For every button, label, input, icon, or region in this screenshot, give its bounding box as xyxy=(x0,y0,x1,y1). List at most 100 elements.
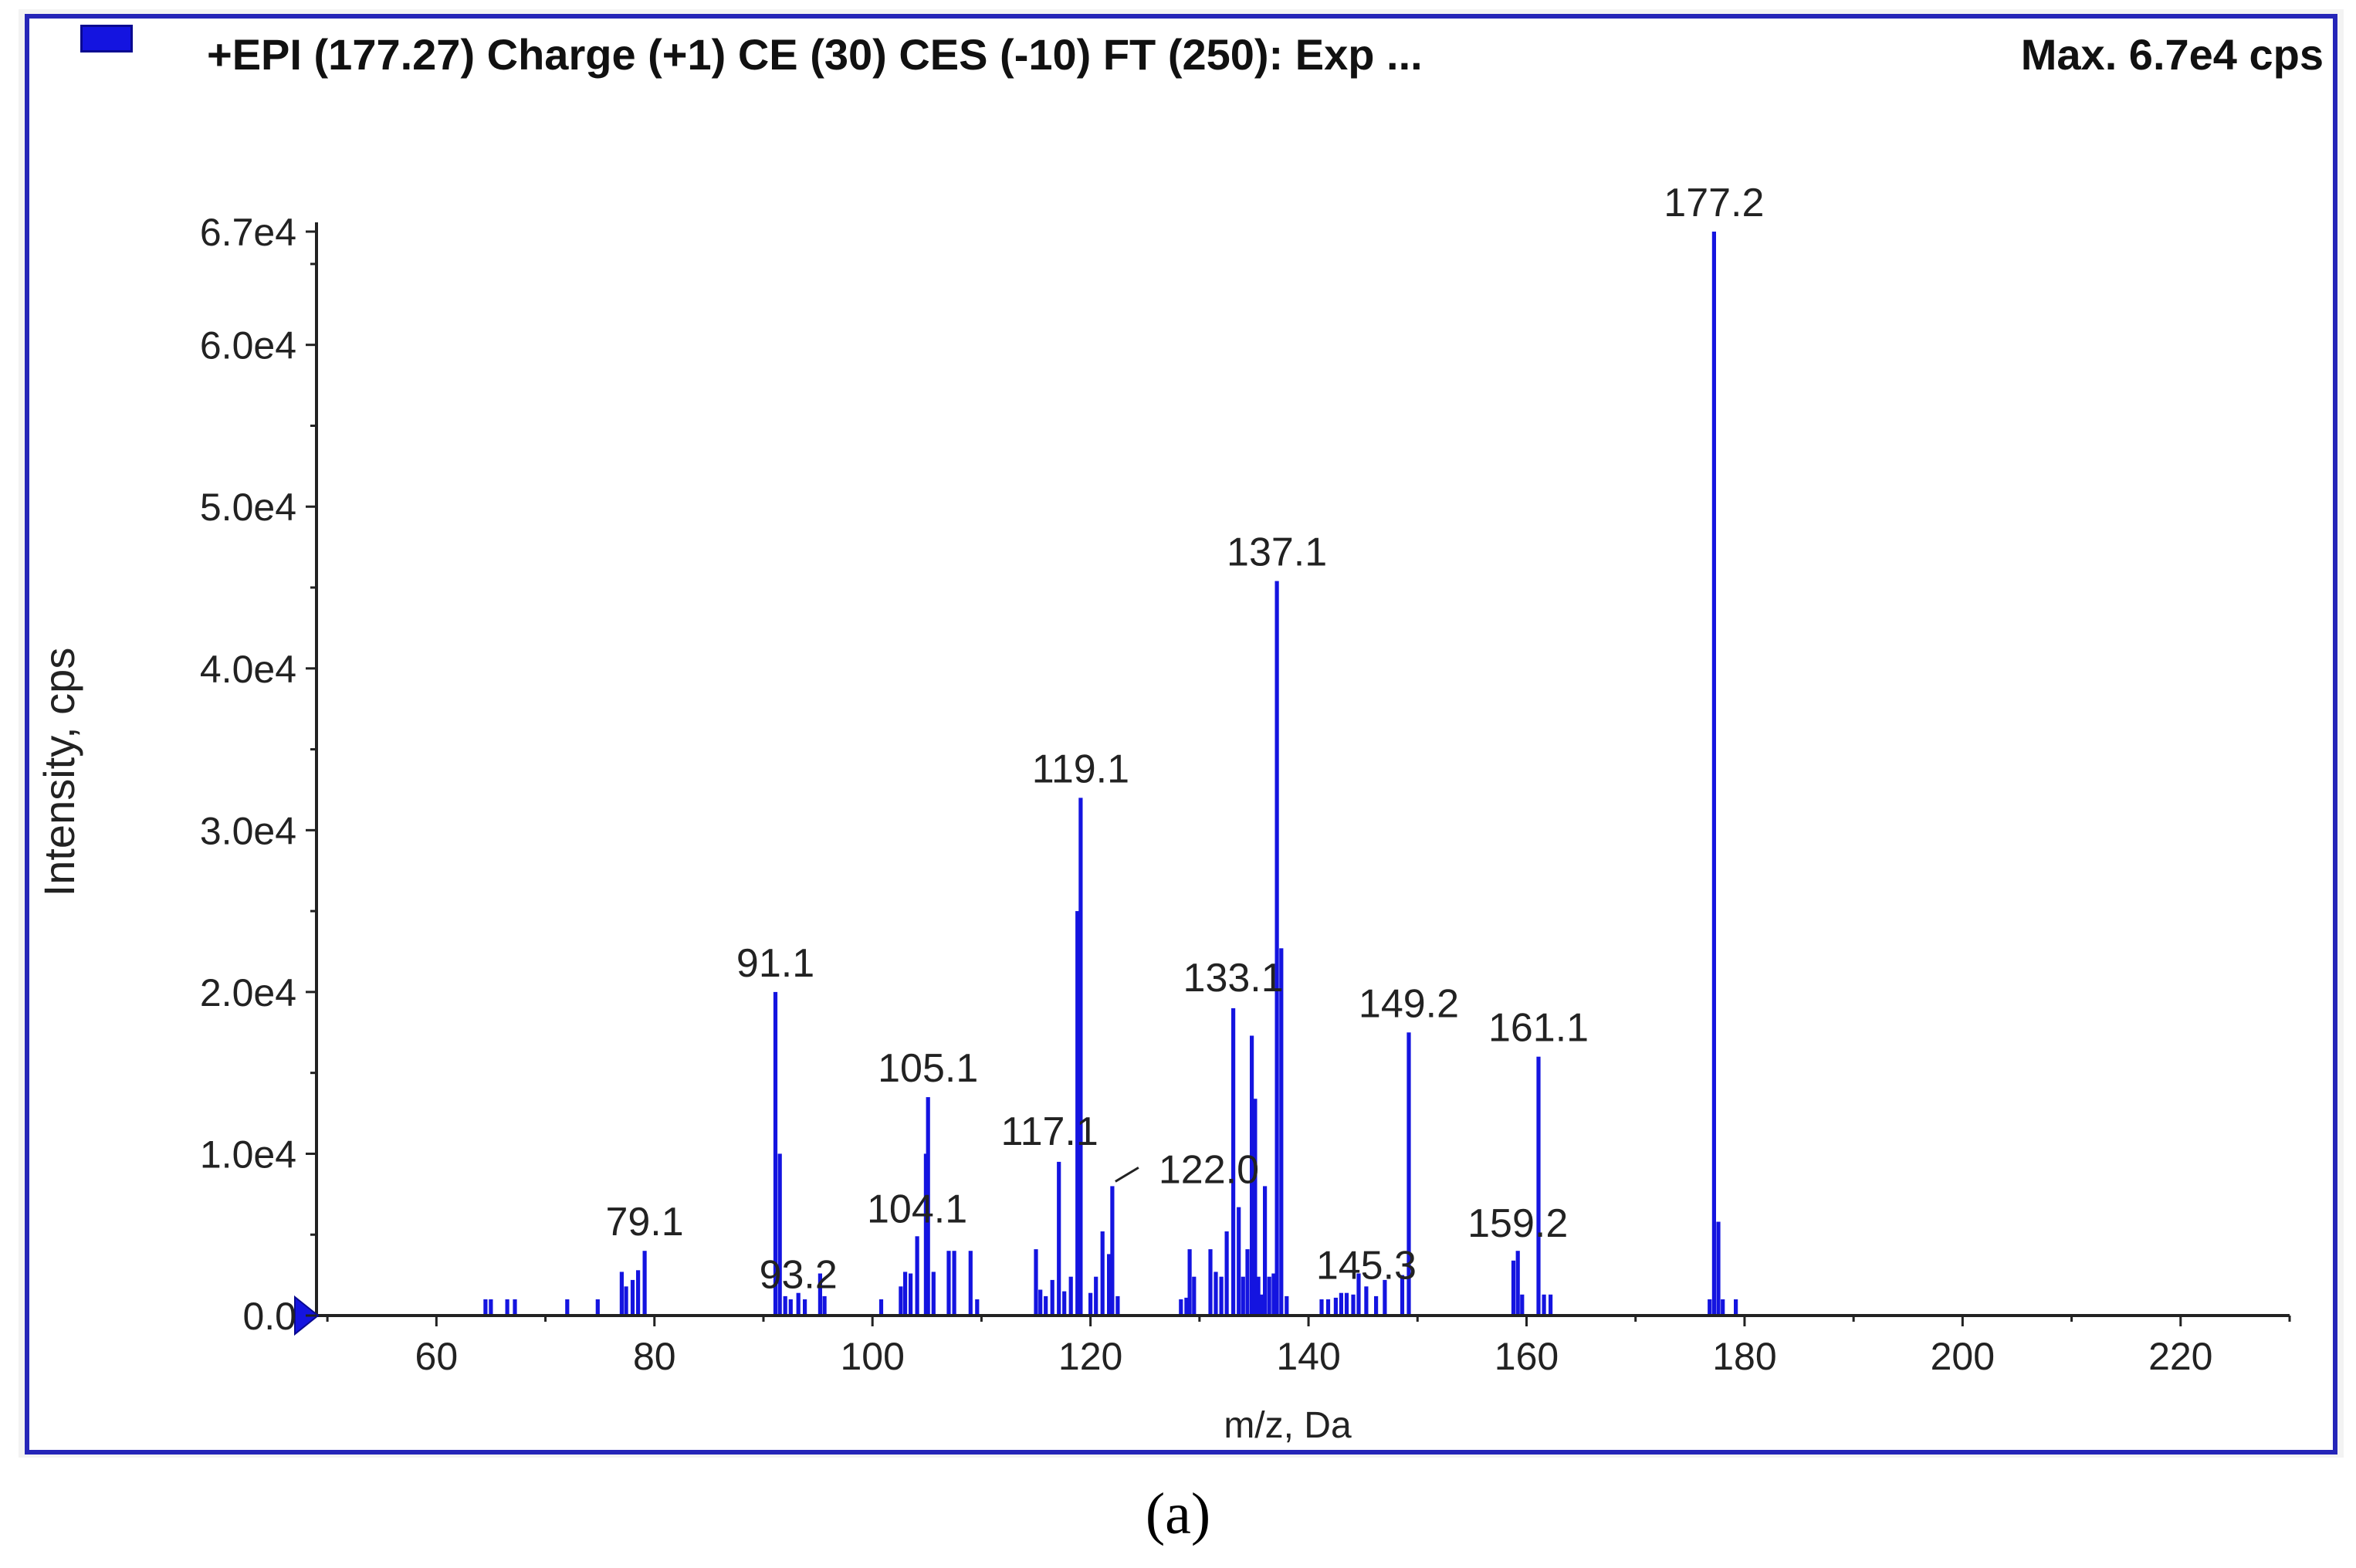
x-tick-label: 160 xyxy=(1495,1335,1559,1378)
x-tick-label: 140 xyxy=(1276,1335,1340,1378)
spectrum-bar xyxy=(952,1251,956,1316)
spectrum-bar xyxy=(1208,1249,1213,1316)
spectrum-bar xyxy=(817,1273,822,1316)
y-axis-ticks: 0.0 1.0e4 2.0e4 3.0e4 4.0e4 5.0e4 6.0e4 6.7e4 xyxy=(200,211,317,1338)
peak-label-leader xyxy=(1115,1167,1139,1183)
spectrum-bar xyxy=(505,1299,509,1316)
spectrum-bar xyxy=(1088,1292,1093,1316)
spectrum-bar xyxy=(796,1292,801,1316)
peak-label: 79.1 xyxy=(605,1200,683,1245)
spectrum-bar xyxy=(1068,1276,1073,1316)
spectrum-bar xyxy=(1100,1231,1105,1316)
spectrum-bar xyxy=(1319,1299,1324,1316)
peak-label: 91.1 xyxy=(736,941,814,986)
y-tick-label: 5.0e4 xyxy=(200,486,296,529)
spectrum-bar xyxy=(1263,1186,1268,1316)
chart-axes xyxy=(294,222,2290,1336)
spectrum-bar xyxy=(1711,232,1716,1316)
spectrum-bar xyxy=(1115,1295,1120,1316)
spectrum-bar xyxy=(1038,1289,1043,1316)
spectrum-bar xyxy=(1107,1254,1112,1316)
spectrum-bar xyxy=(1237,1207,1241,1316)
spectrum-bar xyxy=(1187,1249,1192,1316)
y-tick-label: 6.0e4 xyxy=(200,324,296,367)
spectrum-bar xyxy=(923,1153,928,1316)
peak-label: 117.1 xyxy=(1001,1109,1098,1154)
spectrum-bar xyxy=(1271,1273,1276,1316)
spectrum-bar xyxy=(619,1272,624,1316)
peak-label: 137.1 xyxy=(1227,530,1327,575)
x-tick-label: 220 xyxy=(2148,1335,2212,1378)
spectrum-bar xyxy=(1549,1294,1553,1316)
y-tick-label: 3.0e4 xyxy=(200,809,296,852)
peak-label: 122.0 xyxy=(1159,1147,1259,1192)
spectrum-bar xyxy=(1339,1292,1343,1316)
spectrum-bar xyxy=(1520,1294,1525,1316)
x-tick-label: 60 xyxy=(415,1335,459,1378)
mass-spectrum-chart: 0.0 1.0e4 2.0e4 3.0e4 4.0e4 5.0e4 6.0e4 6.7e4 6… xyxy=(35,181,2291,1446)
legend-swatch[interactable] xyxy=(80,25,133,52)
spectrum-bar xyxy=(1224,1231,1229,1316)
spectrum-bar xyxy=(595,1299,600,1316)
spectrum-bar xyxy=(642,1251,647,1316)
spectrum-bar xyxy=(1034,1249,1038,1316)
spectrum-bar xyxy=(1515,1251,1520,1316)
spectrum-bar xyxy=(773,991,778,1316)
spectrum-bar xyxy=(1219,1276,1224,1316)
peak-label: 177.2 xyxy=(1664,181,1764,225)
peak-label: 93.2 xyxy=(760,1253,838,1298)
spectrum-bar xyxy=(968,1251,973,1316)
spectrum-bar xyxy=(1383,1279,1387,1316)
spectrum-bar xyxy=(1094,1276,1098,1316)
spectrum-bar xyxy=(1351,1294,1356,1316)
spectrum-bar xyxy=(1044,1295,1048,1316)
spectrum-title: +EPI (177.27) Charge (+1) CE (30) CES (-… xyxy=(207,30,1423,79)
spectrum-bar xyxy=(899,1286,903,1316)
spectrum-bar xyxy=(1184,1297,1189,1316)
spectrum-bar xyxy=(822,1295,827,1316)
spectrum-bar xyxy=(1179,1299,1183,1316)
spectrum-bar xyxy=(1075,911,1080,1316)
spectrum-bar xyxy=(1256,1276,1261,1316)
spectrum-bar xyxy=(1274,581,1279,1316)
max-intensity: Max. 6.7e4 cps xyxy=(2020,30,2324,79)
spectrum-bar xyxy=(1057,1161,1061,1316)
spectrum-bar xyxy=(483,1299,488,1316)
spectrum-bar xyxy=(777,1153,782,1316)
y-tick-label: 1.0e4 xyxy=(200,1133,296,1176)
spectrum-bar xyxy=(1721,1299,1725,1316)
spectrum-bar xyxy=(909,1273,913,1316)
spectrum-bar xyxy=(1250,1035,1254,1316)
spectrum-bar xyxy=(803,1299,807,1316)
spectrum-bar xyxy=(1192,1276,1197,1316)
y-tick-label: 6.7e4 xyxy=(200,211,296,254)
spectrum-bar xyxy=(1325,1299,1331,1316)
spectrum-bar xyxy=(1374,1295,1379,1316)
spectrum-panel xyxy=(25,14,2337,1455)
peak-label: 145.3 xyxy=(1316,1243,1417,1288)
spectrum-bar xyxy=(1400,1275,1405,1316)
spectrum-bar xyxy=(1536,1056,1541,1316)
spectrum-bar xyxy=(926,1097,930,1316)
spectrum-bar xyxy=(1245,1249,1250,1316)
spectrum-bar xyxy=(1231,1008,1236,1316)
spectrum-bar xyxy=(489,1299,493,1316)
spectrum-bar xyxy=(1406,1032,1411,1316)
spectrum-bar xyxy=(975,1299,980,1316)
spectrum-bar xyxy=(903,1272,908,1316)
spectrum-bar xyxy=(878,1299,884,1316)
x-tick-label: 120 xyxy=(1058,1335,1122,1378)
y-tick-label: 4.0e4 xyxy=(200,648,296,691)
spectrum-bar xyxy=(630,1279,635,1316)
spectrum-bar xyxy=(565,1299,570,1316)
x-axis-title: m/z, Da xyxy=(1224,1405,1352,1446)
y-axis-title: Intensity, cps xyxy=(35,648,83,897)
peak-label: 104.1 xyxy=(867,1187,967,1231)
x-axis-ticks: 60 80 100 120 140 160 180 200 220 xyxy=(326,1316,2291,1378)
spectrum-bar xyxy=(1050,1279,1054,1316)
spectrum-bar xyxy=(1356,1273,1361,1316)
spectrum-bar xyxy=(1267,1276,1271,1316)
spectrum-bar xyxy=(1253,1099,1258,1316)
peak-label: 159.2 xyxy=(1467,1201,1568,1246)
peak-labels: 79.1 91.1 93.2 104.1 105.1 117.1 119.1 122.0 133… xyxy=(605,181,1764,1298)
